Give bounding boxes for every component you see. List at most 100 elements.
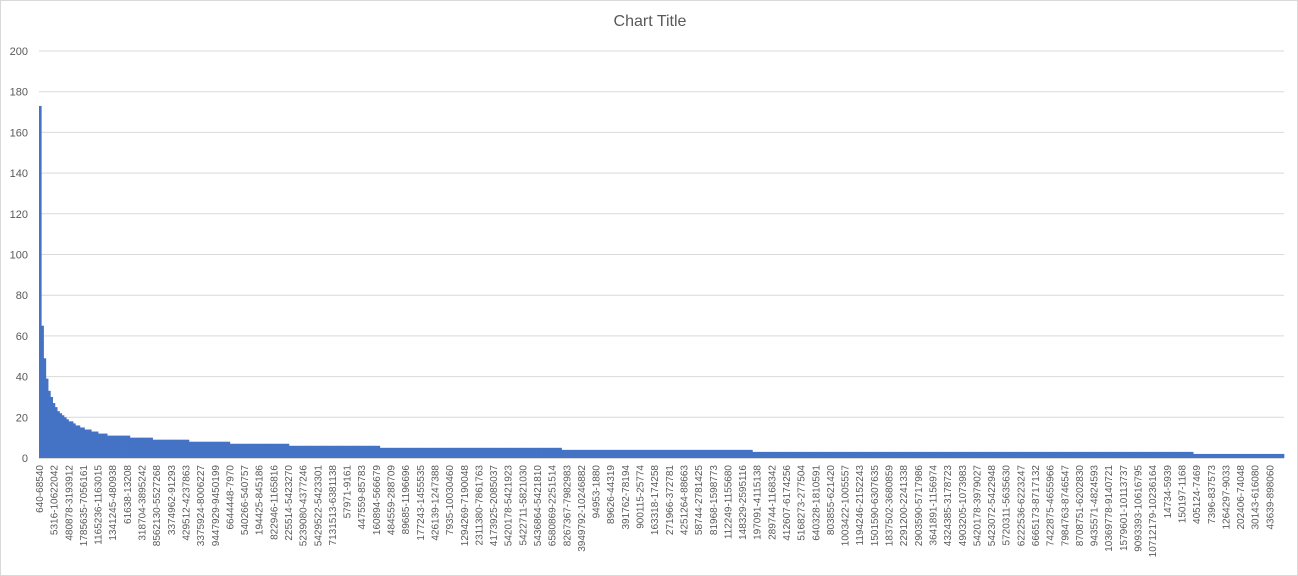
bar bbox=[1177, 451, 1180, 458]
bar bbox=[1034, 451, 1037, 458]
bar bbox=[943, 451, 946, 458]
bar bbox=[825, 451, 828, 458]
bar bbox=[1140, 451, 1144, 458]
x-tick-label: 2291200-2241338 bbox=[899, 465, 910, 547]
bar bbox=[1149, 451, 1153, 458]
y-tick-label: 120 bbox=[10, 209, 28, 221]
bar bbox=[970, 451, 974, 458]
bar bbox=[1047, 451, 1051, 458]
bar bbox=[829, 451, 833, 458]
bar bbox=[297, 445, 301, 458]
x-tick-label: 5420178-3979027 bbox=[972, 465, 983, 547]
x-tick-label: 9447929-9450199 bbox=[211, 465, 222, 547]
x-tick-label: 1194246-2152243 bbox=[855, 465, 866, 546]
bar bbox=[1043, 451, 1046, 458]
bar bbox=[407, 447, 410, 458]
bar bbox=[148, 437, 151, 458]
bar bbox=[1068, 451, 1071, 458]
bar bbox=[270, 443, 274, 458]
x-tick-label: 148329-2595116 bbox=[738, 465, 749, 540]
bar bbox=[997, 451, 1001, 458]
bar bbox=[906, 451, 910, 458]
bar bbox=[1154, 451, 1158, 458]
x-tick-label: 5420178-5421923 bbox=[504, 465, 515, 547]
bar bbox=[250, 443, 253, 458]
bar bbox=[152, 439, 156, 458]
bar bbox=[722, 449, 726, 458]
bar bbox=[1263, 453, 1267, 458]
bar bbox=[552, 447, 556, 458]
bar bbox=[404, 447, 408, 458]
bar bbox=[1131, 451, 1135, 458]
bar bbox=[177, 439, 181, 458]
bar bbox=[391, 447, 394, 458]
bar bbox=[468, 447, 472, 458]
x-tick-label: 2311380-7861763 bbox=[474, 465, 485, 546]
bar bbox=[1095, 451, 1099, 458]
bar bbox=[213, 441, 217, 458]
x-tick-label: 1341245-480938 bbox=[108, 465, 119, 541]
bar bbox=[488, 447, 492, 458]
x-tick-label: 6665173-8717132 bbox=[1031, 465, 1042, 547]
bar bbox=[1009, 451, 1012, 458]
bar bbox=[109, 435, 113, 458]
bar bbox=[420, 447, 424, 458]
bar bbox=[1145, 451, 1149, 458]
y-tick-label: 160 bbox=[10, 127, 28, 139]
x-tick-label: 8708751-6202830 bbox=[1075, 465, 1086, 547]
x-tick-label: 9435571-4824593 bbox=[1090, 465, 1101, 547]
bar bbox=[750, 449, 753, 458]
bar bbox=[706, 449, 710, 458]
bar bbox=[606, 449, 610, 458]
bar bbox=[295, 445, 299, 458]
bar bbox=[516, 447, 519, 458]
x-tick-label: 5436864-5421810 bbox=[533, 465, 544, 547]
bar bbox=[654, 449, 658, 458]
bar bbox=[57, 411, 60, 458]
bar bbox=[636, 449, 640, 458]
bar bbox=[695, 449, 699, 458]
bar bbox=[127, 435, 131, 458]
bar bbox=[1156, 451, 1160, 458]
bar bbox=[459, 447, 462, 458]
x-tick-label: 3949792-10246882 bbox=[577, 465, 588, 552]
bar bbox=[338, 445, 342, 458]
bar bbox=[965, 451, 969, 458]
bar bbox=[718, 449, 721, 458]
bar bbox=[861, 451, 865, 458]
bar bbox=[493, 447, 497, 458]
bar bbox=[986, 451, 990, 458]
bar bbox=[48, 390, 51, 458]
y-tick-label: 40 bbox=[16, 372, 28, 384]
bar bbox=[972, 451, 976, 458]
bar bbox=[427, 447, 431, 458]
bar bbox=[936, 451, 940, 458]
bar bbox=[52, 403, 56, 458]
bar bbox=[452, 447, 456, 458]
x-tick-label: 5422711-5821030 bbox=[518, 465, 529, 546]
bar bbox=[863, 451, 867, 458]
bar bbox=[1163, 451, 1167, 458]
bar bbox=[672, 449, 676, 458]
bar bbox=[84, 429, 88, 458]
bar bbox=[277, 443, 281, 458]
bar bbox=[382, 447, 385, 458]
x-tick-label: 1165236-1163015 bbox=[94, 465, 105, 545]
x-tick-label: 803855-621420 bbox=[826, 465, 837, 536]
bar bbox=[645, 449, 649, 458]
bar bbox=[125, 435, 128, 458]
bar bbox=[638, 449, 642, 458]
x-tick-label: 43639-898060 bbox=[1265, 465, 1276, 530]
bar bbox=[627, 449, 631, 458]
x-tick-label: 3374962-91293 bbox=[167, 465, 178, 536]
bar bbox=[334, 445, 337, 458]
bar bbox=[311, 445, 315, 458]
bar bbox=[813, 451, 817, 458]
x-tick-label: 94953-1880 bbox=[592, 465, 603, 519]
bar bbox=[170, 439, 174, 458]
x-tick-label: 405124-7469 bbox=[1192, 465, 1203, 524]
bar bbox=[611, 449, 615, 458]
bar bbox=[1025, 451, 1028, 458]
x-tick-label: 1579601-10113737 bbox=[1119, 465, 1130, 551]
